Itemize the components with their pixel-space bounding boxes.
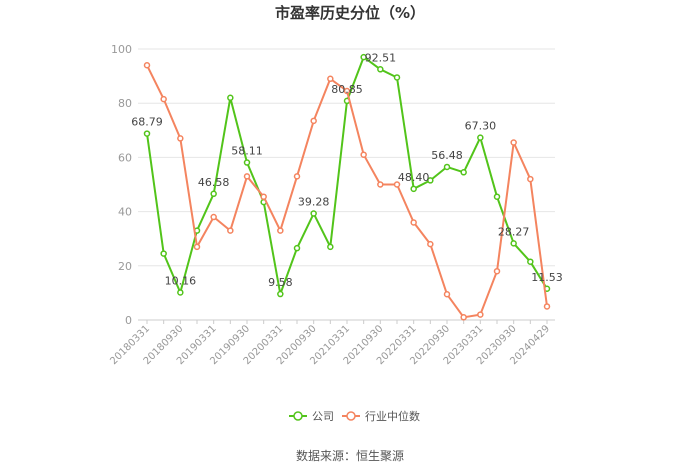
legend-label: 行业中位数	[365, 409, 420, 423]
data-point	[193, 243, 201, 251]
data-point	[293, 244, 301, 252]
y-tick-label: 60	[118, 151, 132, 164]
data-point	[443, 163, 451, 171]
data-point	[493, 193, 501, 200]
data-label: 48.40	[398, 171, 430, 184]
data-point	[177, 289, 184, 296]
chart-title: 市盈率历史分位（%）	[274, 4, 426, 22]
data-label: 9.58	[268, 276, 293, 289]
data-point	[527, 175, 534, 183]
data-label: 68.79	[131, 116, 163, 129]
y-tick-label: 100	[111, 43, 132, 56]
data-point	[410, 219, 417, 226]
data-point	[427, 240, 434, 248]
data-point	[143, 62, 151, 69]
data-point	[160, 95, 167, 103]
data-point	[177, 135, 184, 142]
data-point	[160, 250, 167, 257]
data-point	[327, 75, 334, 83]
y-tick-label: 0	[125, 314, 132, 327]
data-label: 10.16	[165, 274, 197, 287]
data-label: 58.11	[231, 145, 263, 158]
y-tick-label: 80	[118, 97, 132, 110]
data-point	[393, 74, 401, 81]
data-point	[310, 117, 317, 125]
data-label: 67.30	[465, 120, 497, 133]
data-point	[527, 258, 534, 265]
data-point	[410, 185, 417, 193]
data-point	[360, 151, 367, 158]
data-point	[277, 227, 284, 234]
data-point	[443, 291, 451, 298]
data-source: 数据来源：恒生聚源	[295, 449, 404, 463]
legend-marker	[293, 411, 303, 421]
legend-label: 公司	[312, 410, 334, 423]
legend: 公司 行业中位数	[289, 409, 420, 423]
data-point	[460, 314, 467, 321]
data-point	[543, 303, 551, 310]
data-point	[393, 181, 401, 188]
data-point	[243, 173, 251, 180]
data-point	[343, 87, 351, 95]
data-label: 28.27	[498, 225, 530, 238]
data-point	[293, 173, 301, 180]
data-label: 46.58	[198, 176, 230, 189]
data-label: 39.28	[298, 196, 330, 209]
legend-marker	[346, 411, 356, 421]
data-point	[510, 139, 517, 146]
y-tick-label: 20	[118, 260, 132, 273]
data-point	[277, 290, 284, 298]
data-point	[477, 311, 484, 318]
data-point	[510, 240, 517, 247]
data-labels: 68.79 10.16 46.58 58.11 9.58 39.28 80.85 92.51 4…	[131, 51, 563, 289]
y-tick-label: 40	[118, 206, 132, 219]
data-point	[227, 227, 234, 234]
x-axis: 2018033120180930201903312019093020200331…	[108, 319, 555, 367]
data-point	[327, 243, 334, 251]
data-point	[427, 177, 434, 184]
data-point	[493, 267, 501, 275]
data-point	[477, 134, 484, 141]
data-point	[260, 193, 267, 200]
series-lines	[143, 53, 551, 321]
data-point	[460, 169, 467, 176]
data-label: 56.48	[431, 149, 463, 162]
data-point	[377, 181, 384, 188]
data-label: 11.53	[531, 271, 563, 284]
data-label: 80.85	[331, 83, 363, 96]
y-axis: 0 20 40 60 80 100	[111, 43, 132, 327]
data-point	[143, 130, 151, 137]
data-point	[210, 213, 217, 221]
data-point	[227, 94, 234, 102]
data-label: 92.51	[365, 51, 397, 64]
data-point	[210, 190, 217, 198]
data-point	[243, 159, 251, 166]
data-point	[360, 53, 367, 61]
data-point	[310, 210, 317, 217]
data-point	[377, 66, 384, 73]
